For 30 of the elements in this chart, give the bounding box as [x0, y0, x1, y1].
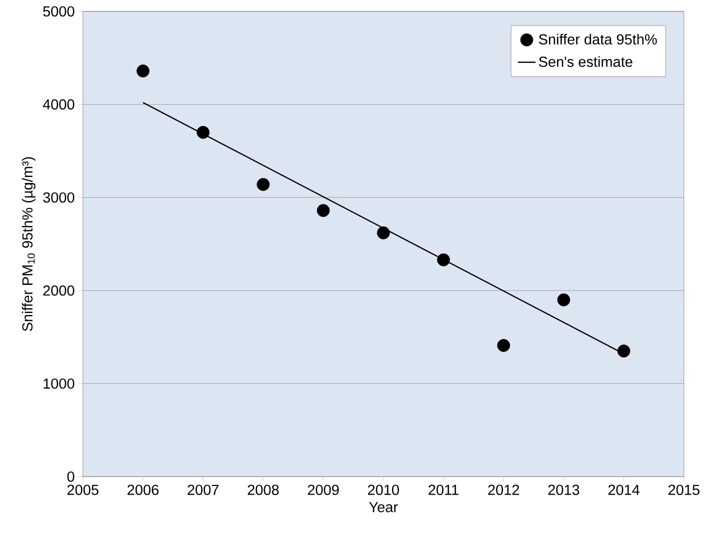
legend-label: Sen's estimate: [538, 56, 632, 68]
y-tick-label: 3000: [43, 192, 74, 203]
point: [136, 64, 150, 78]
x-tick-label: 2009: [308, 484, 339, 496]
y-tick-label: 0: [67, 472, 74, 482]
x-tick-label: 2005: [68, 484, 98, 496]
point: [196, 126, 210, 139]
x-tick-label: 2007: [188, 484, 219, 496]
x-tick-label: 2006: [128, 484, 158, 496]
point: [557, 294, 570, 306]
y-tick-label: 1000: [44, 378, 74, 389]
point: [617, 344, 630, 358]
point: [256, 178, 270, 192]
y-tick-label: 5000: [43, 6, 74, 17]
y-tick-label: 2000: [43, 286, 74, 296]
legend-label: Sniffer data 95th%: [538, 34, 657, 45]
x-tick-label: 2008: [248, 484, 279, 496]
y-tick-label: 4000: [42, 99, 74, 110]
x-tick-label: 2010: [368, 484, 399, 496]
x-tick-label: 2012: [488, 484, 520, 496]
x-tick-label: 2011: [428, 484, 458, 496]
y-axis-title: Sniffer PM$_{10}$ 95th% (µg/m³): [22, 157, 36, 332]
point: [437, 254, 450, 266]
x-tick-label: 2013: [548, 484, 580, 496]
x-axis-title: Year: [369, 502, 398, 512]
point: [497, 339, 510, 352]
point: [376, 226, 390, 240]
x-tick-label: 2014: [608, 484, 640, 496]
point: [316, 204, 330, 218]
x-tick-label: 2015: [668, 484, 700, 496]
